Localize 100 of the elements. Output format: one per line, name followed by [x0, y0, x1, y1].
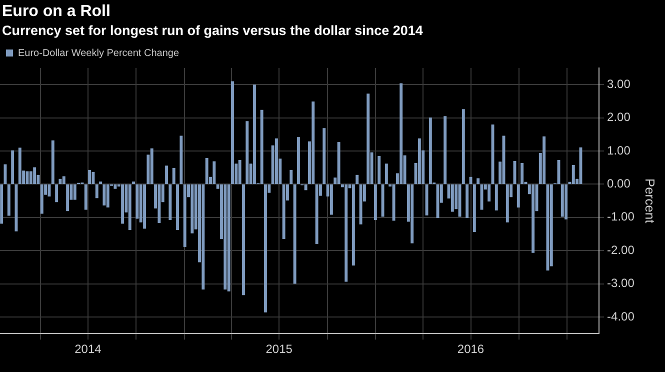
bar	[410, 184, 414, 244]
bar	[99, 182, 102, 184]
bar	[40, 184, 44, 214]
bar	[172, 168, 176, 184]
bar	[520, 162, 524, 184]
bar	[428, 117, 432, 184]
bar	[136, 184, 139, 219]
bar	[18, 148, 22, 184]
bar	[315, 184, 318, 244]
bar	[66, 184, 70, 212]
bar	[58, 178, 62, 184]
bar	[322, 128, 326, 184]
bar	[132, 182, 136, 184]
bar	[462, 109, 465, 184]
bar	[450, 184, 454, 212]
bar	[205, 158, 208, 184]
bar	[312, 102, 315, 184]
bar	[158, 184, 161, 224]
bar	[352, 184, 355, 266]
bar	[418, 138, 421, 184]
bar	[304, 184, 308, 190]
x-tick-label: 2016	[457, 342, 484, 356]
bar	[202, 184, 205, 290]
bar	[102, 184, 106, 206]
y-tick-label: 0.00	[607, 176, 631, 191]
bar	[168, 184, 172, 220]
bar	[488, 184, 491, 202]
bar	[337, 142, 340, 184]
bar	[150, 148, 154, 184]
bar	[381, 184, 384, 217]
bar	[330, 184, 333, 215]
bar	[29, 171, 32, 184]
bar	[472, 184, 476, 232]
bar	[564, 184, 568, 220]
bar	[344, 184, 348, 282]
bar	[532, 184, 535, 253]
bar	[92, 172, 95, 184]
bar	[106, 184, 110, 208]
bar	[62, 176, 66, 184]
bar	[260, 110, 264, 184]
bar	[282, 184, 286, 239]
bar	[356, 174, 359, 184]
bar	[180, 136, 183, 184]
bar	[444, 116, 447, 184]
bar	[11, 150, 14, 184]
bar	[466, 184, 469, 218]
bar	[246, 121, 249, 184]
bar	[26, 171, 29, 184]
bar	[143, 184, 146, 229]
y-tick-label: 1.00	[607, 143, 631, 158]
bar	[366, 94, 370, 184]
bar	[128, 184, 132, 230]
bar	[506, 184, 509, 222]
y-tick-label: -1.00	[607, 210, 635, 224]
bar	[264, 184, 267, 312]
bar	[374, 184, 377, 220]
bar	[0, 184, 4, 224]
bar	[572, 164, 575, 184]
bar	[48, 184, 51, 196]
bar	[557, 160, 560, 184]
bar	[293, 184, 296, 284]
bar	[579, 147, 582, 184]
bar	[55, 184, 58, 202]
bar	[7, 184, 10, 216]
bar	[275, 138, 278, 184]
bar	[212, 161, 216, 184]
y-tick-label: -2.00	[607, 242, 635, 257]
bar	[95, 184, 98, 198]
bar	[227, 184, 230, 292]
bar	[400, 83, 403, 184]
chart-subtitle: Currency set for longest run of gains versus the dollar since 2014	[1, 22, 424, 40]
bar	[84, 184, 88, 210]
y-axis-title: Percent	[642, 178, 658, 224]
bar	[359, 184, 362, 224]
bar	[121, 184, 124, 224]
y-tick-label: 2.00	[607, 110, 631, 124]
bar	[183, 184, 186, 247]
chart-title: Euro on a Roll	[1, 2, 112, 21]
bar	[176, 184, 179, 230]
bar	[238, 160, 242, 184]
bar	[560, 184, 564, 217]
bar	[290, 170, 293, 184]
bar	[378, 156, 381, 184]
bar	[494, 184, 498, 210]
bar	[384, 164, 388, 184]
x-tick-label: 2014	[74, 342, 102, 356]
bar	[114, 184, 117, 189]
bar	[231, 81, 234, 184]
bar	[296, 137, 300, 184]
bar	[550, 184, 553, 266]
bar	[516, 184, 520, 208]
bar	[242, 184, 245, 296]
bar	[88, 170, 92, 184]
y-tick-label: -3.00	[607, 276, 635, 290]
x-tick-label: 2015	[266, 342, 293, 356]
bar	[73, 184, 76, 200]
y-tick-label: 3.00	[607, 76, 631, 91]
bar	[392, 184, 396, 221]
bar	[542, 136, 546, 184]
bar	[51, 140, 54, 184]
